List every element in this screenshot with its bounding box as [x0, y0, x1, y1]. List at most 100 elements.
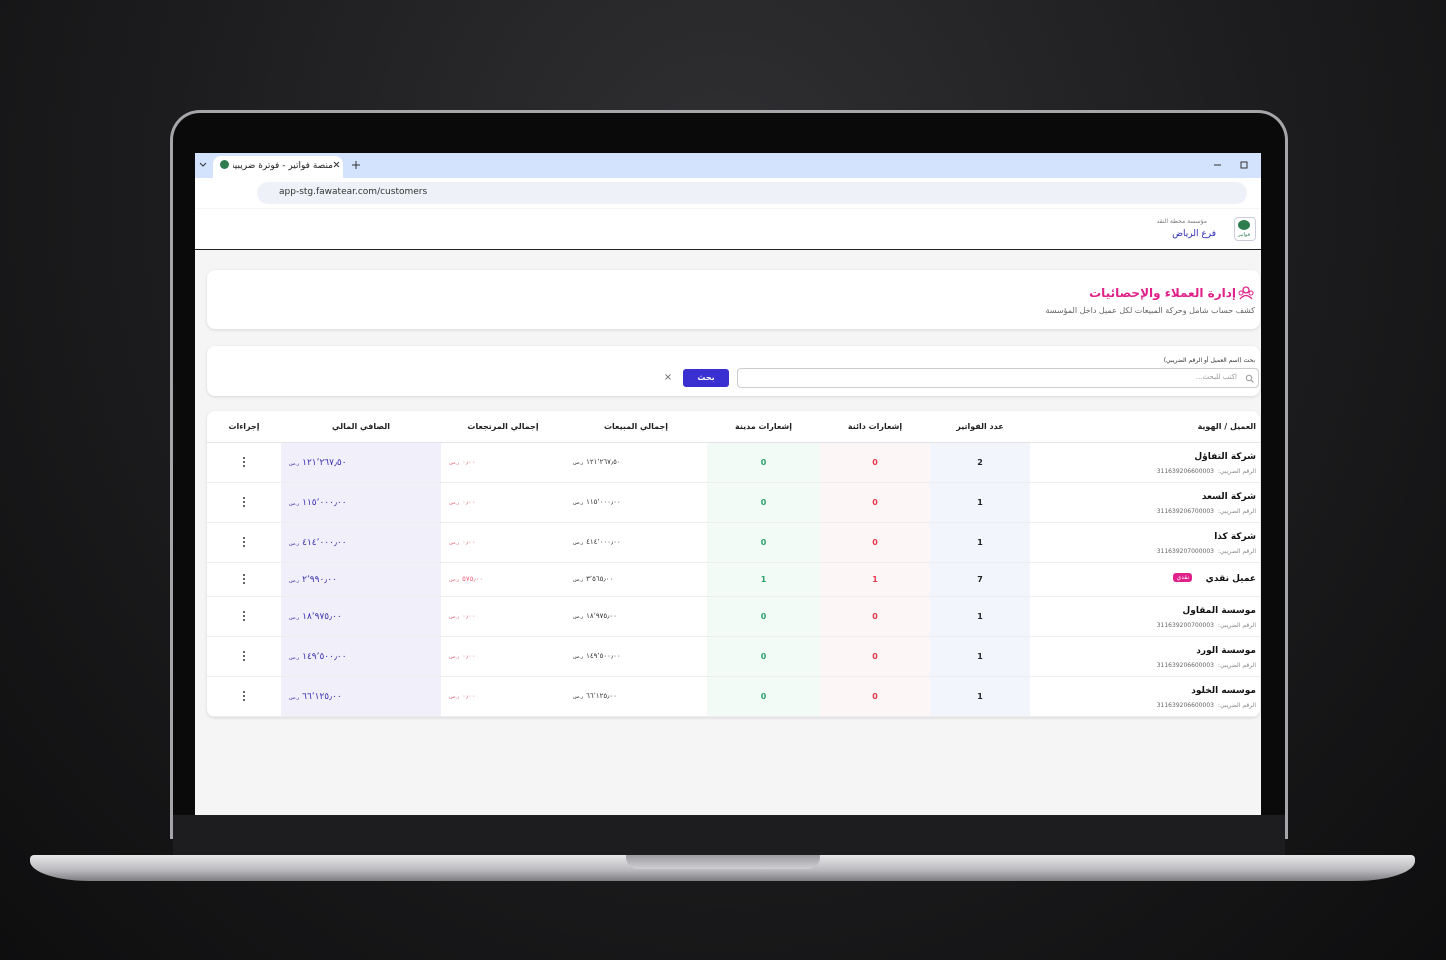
- actions-menu[interactable]: [240, 457, 248, 469]
- net-amount: ر.س ١٤٩٬٥٠٠٫٠٠: [289, 652, 347, 662]
- actions-menu[interactable]: [240, 497, 248, 509]
- invoice-count: 1: [977, 612, 983, 621]
- debit-notes: 0: [760, 652, 767, 661]
- row-divider: [207, 676, 1260, 677]
- total-returns: ر.س ٠٫٠٠: [449, 538, 476, 546]
- clear-button[interactable]: ×: [663, 372, 673, 383]
- actions-menu[interactable]: [240, 537, 248, 549]
- actions-menu[interactable]: [240, 691, 248, 703]
- menu-dot: [243, 461, 245, 463]
- amount: ٠٫٠٠: [462, 458, 476, 466]
- search-button[interactable]: بحث: [683, 369, 729, 387]
- currency: ر.س: [289, 655, 300, 661]
- customer-name: موسسة الورد: [1196, 646, 1256, 656]
- search-label: بحث (اسم العميل أو الرقم الضريبي): [1163, 357, 1255, 364]
- row-divider: [207, 716, 1260, 717]
- menu-dot: [243, 465, 245, 467]
- menu-dot: [243, 619, 245, 621]
- tax-id: 311639206600003: [1156, 662, 1214, 669]
- menu-dot: [243, 611, 245, 613]
- customer-name: عميل نقدي: [1205, 574, 1256, 584]
- invoice-count: 2: [977, 458, 983, 467]
- address-bar[interactable]: [257, 182, 1247, 204]
- menu-dot: [243, 655, 245, 657]
- page-title: إدارة العملاء والإحصائيات: [1089, 286, 1236, 300]
- tax-label: الرقم الضريبي:: [1217, 662, 1256, 669]
- tax-label: الرقم الضريبي:: [1217, 702, 1256, 709]
- currency: ر.س: [573, 694, 584, 700]
- amount: ٤١٤٬٠٠٠٫٠٠: [586, 538, 621, 546]
- debit-notes: 0: [760, 498, 767, 507]
- tab[interactable]: [213, 156, 343, 178]
- currency: ر.س: [289, 501, 300, 507]
- total-sales: ر.س ١٤٩٬٥٠٠٫٠٠: [573, 652, 621, 660]
- tax-id: 311639207000003: [1156, 548, 1214, 555]
- amount: ٠٫٠٠: [462, 612, 476, 620]
- currency: ر.س: [289, 695, 300, 701]
- actions-menu[interactable]: [240, 651, 248, 663]
- search-input[interactable]: [737, 368, 1259, 388]
- net-amount: ر.س ١١٥٬٠٠٠٫٠٠: [289, 498, 347, 508]
- total-sales: ر.س ٦٦٬١٢٥٫٠٠: [573, 692, 617, 700]
- currency: ر.س: [573, 540, 584, 546]
- column-header: إجمالي المبيعات: [604, 422, 668, 431]
- menu-dot: [243, 505, 245, 507]
- customer-name: شركة السعد: [1201, 492, 1256, 502]
- total-returns: ر.س ٠٫٠٠: [449, 458, 476, 466]
- menu-dot: [243, 541, 245, 543]
- currency: ر.س: [449, 460, 460, 466]
- url: app-stg.fawatear.com/customers: [279, 187, 428, 197]
- currency: ر.س: [449, 614, 460, 620]
- customer-name: شركة كذا: [1214, 532, 1256, 542]
- menu-dot: [243, 457, 245, 459]
- currency: ر.س: [449, 577, 460, 583]
- logo-text: فواتير: [1237, 232, 1251, 238]
- menu-dot: [243, 659, 245, 661]
- app-header: [195, 209, 1261, 250]
- currency: ر.س: [449, 654, 460, 660]
- column-header: العميل / الهوية: [1197, 422, 1256, 431]
- amount: ٠٫٠٠: [462, 538, 476, 546]
- laptop-chin: [173, 815, 1285, 855]
- amount: ٣٬٥٦٥٫٠٠: [586, 575, 614, 583]
- branch-name: فرع الرياض: [1172, 229, 1216, 239]
- row-divider: [207, 596, 1260, 597]
- actions-menu[interactable]: [240, 611, 248, 623]
- currency: ر.س: [573, 654, 584, 660]
- amount: ٠٫٠٠: [462, 652, 476, 660]
- column-header: عدد الفواتير: [956, 422, 1004, 431]
- net-amount: ر.س ٦٦٬١٢٥٫٠٠: [289, 692, 342, 702]
- amount: ١٨٬٩٧٥٫٠٠: [302, 612, 342, 622]
- invoice-count: 1: [977, 498, 983, 507]
- amount: ١١٥٬٠٠٠٫٠٠: [302, 498, 347, 508]
- tab-icon: [220, 160, 229, 169]
- amount: ٠٫٠٠: [462, 692, 476, 700]
- row-divider: [207, 636, 1260, 637]
- customer-name: موسسه الخلود: [1191, 686, 1256, 696]
- total-returns: ر.س ٠٫٠٠: [449, 612, 476, 620]
- logo-mark: [1238, 220, 1250, 230]
- menu-dot: [243, 574, 245, 576]
- customer-name: شركة التفاؤل: [1194, 452, 1256, 462]
- amount: ١١٥٬٠٠٠٫٠٠: [586, 498, 621, 506]
- tab-bar: [195, 153, 1261, 178]
- total-returns: ر.س ٠٫٠٠: [449, 652, 476, 660]
- amount: ٤١٤٬٠٠٠٫٠٠: [302, 538, 347, 548]
- amount: ١٢١٬٢٦٧٫٥٠: [302, 458, 347, 468]
- tax-label: الرقم الضريبي:: [1217, 468, 1256, 475]
- actions-menu[interactable]: [240, 574, 248, 586]
- title-card: [207, 270, 1260, 329]
- net-amount: ر.س ١٨٬٩٧٥٫٠٠: [289, 612, 342, 622]
- total-returns: ر.س ٠٫٠٠: [449, 692, 476, 700]
- amount: ١٢١٬٢٦٧٫٥٠: [586, 458, 621, 466]
- currency: ر.س: [573, 500, 584, 506]
- menu-dot: [243, 699, 245, 701]
- org-name: مؤسسة محطة النقد: [1156, 218, 1207, 225]
- tax-label: الرقم الضريبي:: [1217, 622, 1256, 629]
- menu-dot: [243, 651, 245, 653]
- debit-notes: 0: [760, 692, 767, 701]
- amount: ١٤٩٬٥٠٠٫٠٠: [586, 652, 621, 660]
- column-header: إشعارات مدينة: [735, 422, 792, 431]
- total-sales: ر.س ٣٬٥٦٥٫٠٠: [573, 575, 613, 583]
